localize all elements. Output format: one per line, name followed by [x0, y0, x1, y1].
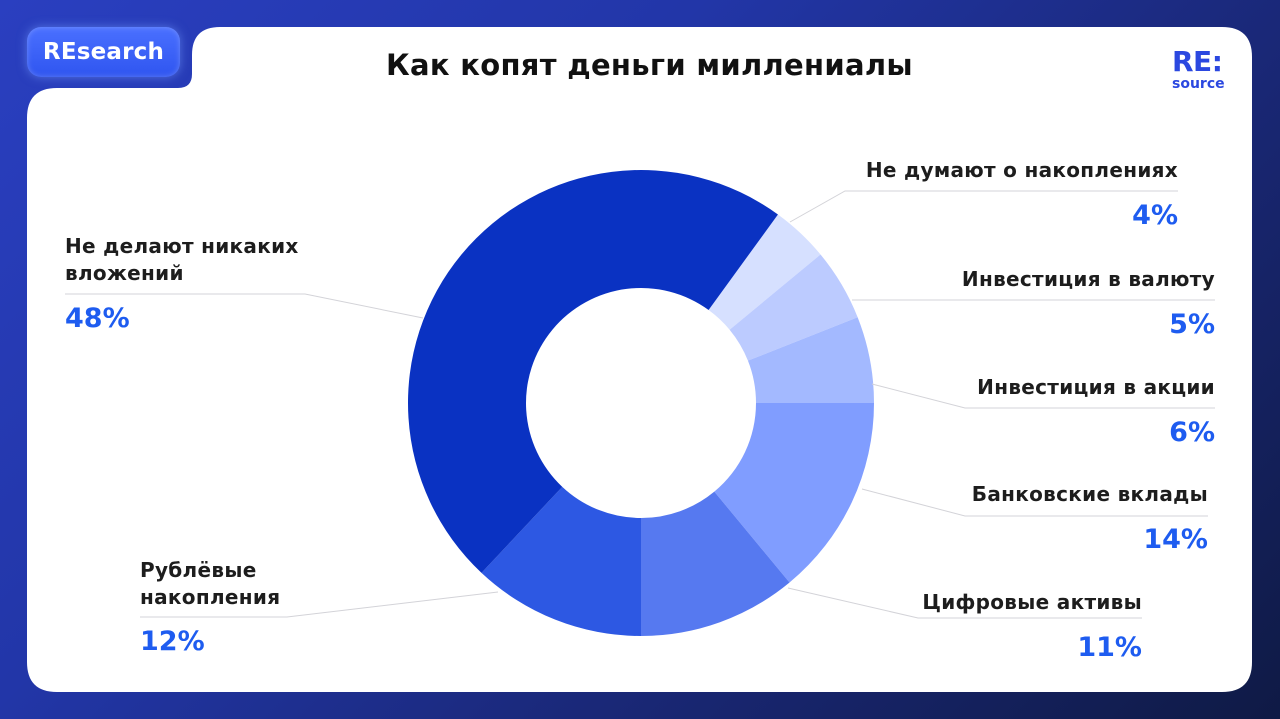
label-digital: Цифровые активы — [922, 590, 1142, 614]
donut-segment — [408, 170, 778, 573]
leader-line-no-think — [789, 190, 1178, 223]
donut-segments — [408, 170, 874, 636]
donut-segment — [708, 214, 821, 330]
label-ruble: Рублёвые накопления — [140, 557, 280, 611]
donut-segment — [729, 254, 858, 361]
pct-ruble: 12% — [140, 626, 205, 657]
logo-source: source — [1172, 76, 1225, 92]
label-none: Не делают никаких вложений — [65, 233, 299, 287]
label-none-line2: вложений — [65, 261, 184, 285]
resource-logo: RE: source — [1172, 45, 1232, 92]
label-bank: Банковские вклады — [971, 482, 1208, 506]
label-currency: Инвестиция в валюту — [961, 267, 1215, 291]
leader-line-bank — [861, 488, 1208, 517]
donut-segment — [641, 491, 790, 636]
donut-segment — [481, 486, 641, 636]
donut-segment — [714, 403, 874, 583]
page-title: Как копят деньги миллениалы — [386, 48, 913, 82]
pct-stocks: 6% — [1169, 417, 1215, 448]
leader-line-stocks — [871, 383, 1215, 409]
leader-line-none — [65, 293, 424, 319]
leader-line-digital — [787, 587, 1142, 619]
donut-segment — [747, 317, 874, 403]
pct-currency: 5% — [1169, 309, 1215, 340]
label-no-think: Не думают о накоплениях — [865, 158, 1178, 182]
pct-none: 48% — [65, 303, 130, 334]
label-stocks: Инвестиция в акции — [977, 375, 1215, 399]
pct-digital: 11% — [1077, 632, 1142, 663]
label-ruble-line2: накопления — [140, 585, 281, 609]
label-none-line1: Не делают никаких — [65, 234, 299, 258]
leader-line-ruble — [140, 591, 499, 618]
research-badge: REsearch — [27, 27, 180, 77]
leader-lines — [65, 190, 1215, 619]
pct-no-think: 4% — [1132, 200, 1178, 231]
label-ruble-line1: Рублёвые — [140, 558, 257, 582]
logo-re: RE: — [1172, 45, 1223, 78]
pct-bank: 14% — [1143, 524, 1208, 555]
